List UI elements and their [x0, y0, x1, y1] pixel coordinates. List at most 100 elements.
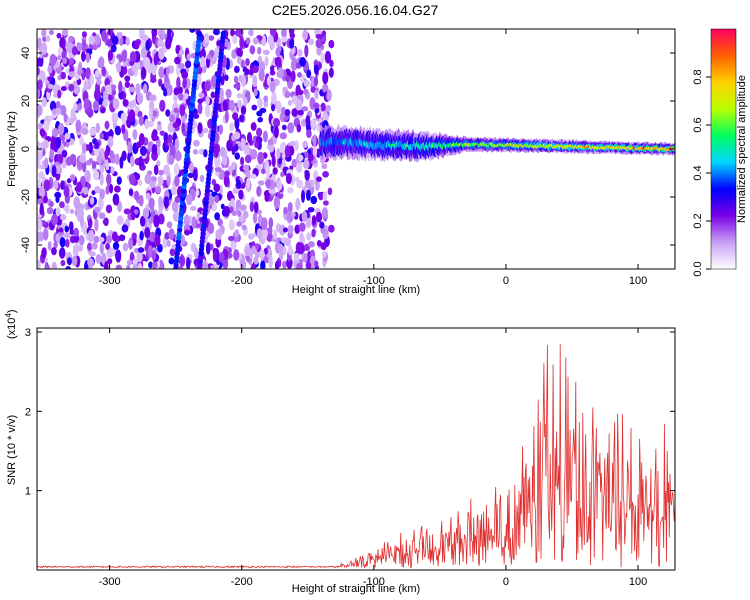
spectrogram-noise-cell	[238, 215, 245, 224]
spectrogram-noise-cell	[314, 75, 319, 87]
spectrogram-noise-cell	[303, 253, 308, 263]
spectrogram-noise-cell	[297, 49, 303, 57]
spectrogram-noise-cell	[139, 145, 147, 156]
spectrogram-noise-cell	[49, 53, 57, 66]
spectrogram-noise-cell	[122, 242, 129, 252]
spectrogram-noise-cell	[257, 180, 265, 186]
snr-exponent-label: (x104)	[4, 309, 18, 339]
spectrogram-noise-cell	[198, 92, 205, 99]
spectrogram-streak-cell	[220, 30, 226, 37]
spectrogram-noise-cell	[174, 138, 180, 152]
spectrogram-noise-cell	[321, 250, 327, 258]
spectrogram-noise-cell	[139, 230, 144, 241]
spectrogram-noise-cell	[224, 74, 229, 82]
spectrogram-noise-cell	[124, 75, 131, 82]
spectrogram-noise-cell	[304, 44, 309, 58]
spectrogram-noise-cell	[302, 159, 310, 170]
spectrogram-noise-cell	[161, 30, 166, 39]
spectrogram-noise-cell	[273, 229, 278, 240]
spectrogram-noise-cell	[232, 34, 238, 45]
spectrogram-noise-cell	[305, 189, 311, 201]
spectrogram-noise-cell	[37, 104, 43, 117]
spectrogram-noise-cell	[252, 37, 259, 45]
colorbar-tick-label: 0.2	[692, 213, 704, 228]
spectrogram-noise-cell	[173, 107, 179, 114]
spectrogram-noise-cell	[173, 87, 180, 96]
spectrogram-noise-cell	[284, 237, 292, 247]
spectrogram-noise-cell	[168, 154, 175, 165]
spectrogram-noise-cell	[240, 204, 247, 211]
y-tick-label: 40	[20, 47, 32, 59]
spectrogram-noise-cell	[121, 50, 128, 62]
spectrogram-noise-cell	[94, 69, 100, 78]
spectrogram-noise-cell	[228, 206, 234, 214]
spectrogram-noise-cell	[151, 176, 158, 182]
spectrogram-noise-cell	[184, 60, 192, 69]
spectrogram-y-axis: -40 -20 0 20 40	[20, 47, 675, 253]
spectrogram-noise-cell	[158, 195, 163, 207]
spectrogram-noise-cell	[233, 249, 240, 261]
spectrogram-noise-cell	[37, 79, 43, 91]
spectrogram-noise-cell	[158, 259, 164, 269]
spectrogram-noise-cell	[308, 153, 314, 162]
spectrogram-noise-cell	[312, 134, 317, 148]
spectrogram-noise-cell	[300, 75, 305, 84]
spectrogram-noise-cell	[302, 29, 309, 41]
spectrogram-noise-cell	[214, 155, 221, 168]
y-tick-label: 20	[20, 95, 32, 107]
spectrogram-noise-cell	[119, 71, 125, 78]
spectrogram-noise-cell	[263, 95, 269, 103]
spectrogram-noise-cell	[37, 198, 43, 205]
spectrogram-noise-cell	[182, 130, 188, 137]
spectrogram-noise-cell	[200, 56, 206, 68]
spectrogram-noise-cell	[121, 124, 126, 134]
spectrogram-noise-cell	[60, 71, 67, 80]
spectrogram-noise-cell	[205, 95, 210, 106]
spectrogram-noise-cell	[197, 102, 203, 115]
spectrogram-noise-cell	[99, 132, 105, 140]
snr-panel: -300 -200 -100 0 100 1 2 3 Height of straight …	[4, 309, 676, 595]
spectrogram-noise-cell	[230, 198, 235, 207]
spectrogram-noise-cell	[174, 150, 182, 162]
spectrogram-noise-cell	[151, 250, 157, 261]
spectrogram-noise-cell	[252, 212, 258, 224]
spectrogram-noise-cell	[256, 127, 263, 137]
spectrogram-noise-cell	[222, 149, 228, 159]
spectrogram-noise-cell	[260, 168, 266, 175]
spectrogram-noise-cell	[223, 174, 230, 188]
spectrogram-noise-cell	[228, 219, 235, 231]
spectrogram-noise-cell	[107, 130, 114, 137]
spectrogram-noise-cell	[39, 203, 44, 216]
spectrogram-noise-cell	[284, 75, 291, 82]
spectrogram-noise-cell	[60, 180, 65, 191]
spectrogram-noise-cell	[114, 185, 121, 193]
spectrogram-noise-cell	[290, 211, 296, 218]
spectrogram-noise-cell	[212, 249, 218, 262]
spectrogram-noise-cell	[191, 216, 197, 229]
spectrogram-noise-cell	[189, 29, 196, 33]
spectrogram-noise-cell	[235, 199, 242, 209]
spectrogram-noise-cell	[106, 39, 113, 47]
spectrogram-noise-cell	[47, 241, 52, 251]
spectrogram-noise-cell	[296, 89, 304, 96]
spectrogram-noise-cell	[109, 150, 115, 159]
spectrogram-noise-cell	[271, 91, 277, 105]
spectrogram-noise-cell	[184, 93, 189, 100]
spectrogram-noise-cell	[192, 113, 200, 119]
spectrogram-noise-cell	[169, 144, 177, 156]
spectrogram-noise-cell	[163, 89, 168, 97]
y-tick-label: 3	[25, 327, 31, 339]
spectrogram-noise-cell	[68, 35, 74, 44]
spectrogram-noise-cell	[143, 83, 148, 94]
y-tick-label: 0	[20, 146, 32, 152]
spectrogram-noise-cell	[91, 160, 97, 170]
spectrogram-noise-cell	[94, 206, 101, 214]
spectrogram-noise-cell	[322, 200, 329, 206]
y-tick-label: 1	[25, 486, 31, 498]
spectrogram-noise-cell	[208, 35, 215, 41]
spectrogram-noise-cell	[307, 241, 315, 248]
spectrogram-noise-cell	[47, 65, 53, 74]
spectrogram-noise-cell	[237, 99, 243, 109]
spectrogram-noise-cell	[65, 67, 71, 74]
spectrogram-noise-cell	[234, 229, 240, 237]
